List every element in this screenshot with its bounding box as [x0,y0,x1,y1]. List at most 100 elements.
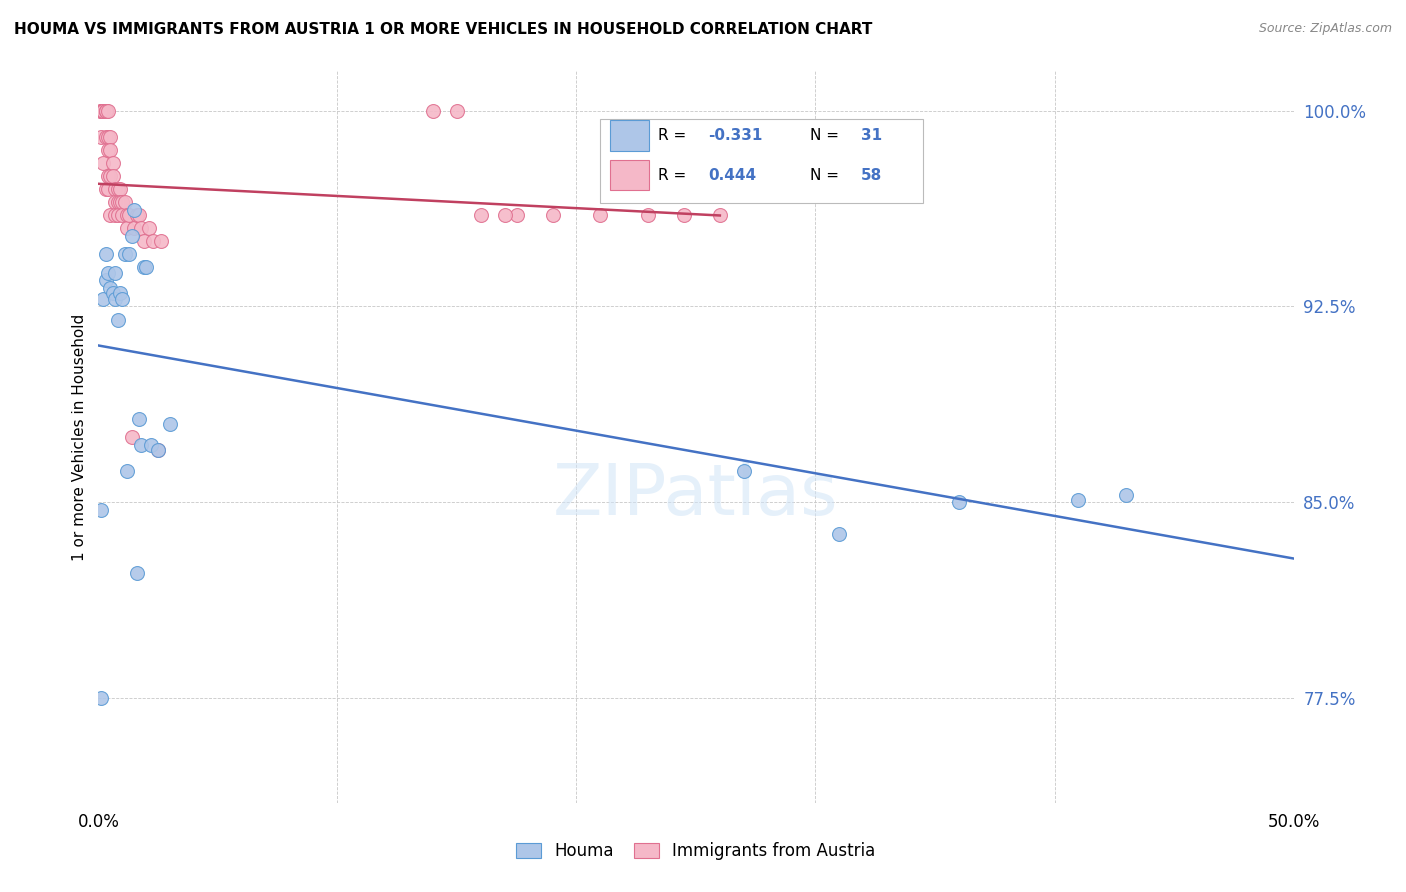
Point [125,208,148,222]
Point [98,143,122,157]
Point [506,208,529,222]
Point [111,208,134,222]
Point [97,143,120,157]
Point [125,566,148,580]
Text: 58: 58 [860,168,882,183]
Text: R =: R = [658,128,690,143]
Point [108,194,131,209]
Point [94,103,117,118]
Point [121,430,143,444]
Point [132,260,155,275]
Text: ZIPatlas: ZIPatlas [553,461,839,530]
Text: HOUMA VS IMMIGRANTS FROM AUSTRIA 1 OR MORE VEHICLES IN HOUSEHOLD CORRELATION CHA: HOUMA VS IMMIGRANTS FROM AUSTRIA 1 OR MO… [14,22,873,37]
Text: N =: N = [810,168,844,183]
Point [115,208,138,222]
FancyBboxPatch shape [610,160,650,190]
Point [828,526,851,541]
Point [90,503,112,517]
Point [1067,492,1090,507]
Point [91,103,114,118]
FancyBboxPatch shape [610,120,650,151]
Point [90,103,112,118]
Point [97,169,120,183]
Point [94,247,117,261]
Point [132,234,155,248]
Point [124,221,146,235]
Point [94,103,117,118]
Point [673,208,696,222]
Point [104,266,127,280]
Point [97,103,120,118]
Point [90,103,112,118]
Point [108,182,131,196]
Point [91,155,114,169]
Text: N =: N = [810,128,844,143]
Point [159,417,181,431]
Point [121,229,143,244]
Point [114,194,136,209]
Point [97,129,120,144]
Point [138,221,160,235]
Point [107,194,129,209]
Point [128,208,150,222]
Text: -0.331: -0.331 [709,128,762,143]
FancyBboxPatch shape [600,119,922,203]
Point [107,182,129,196]
Point [494,208,516,222]
Point [91,292,114,306]
Point [104,292,127,306]
Point [135,260,157,275]
Text: 31: 31 [860,128,882,143]
Point [1115,487,1137,501]
Point [104,182,127,196]
Point [98,281,122,295]
Point [589,208,612,222]
Point [733,464,755,478]
Text: 0.444: 0.444 [709,168,756,183]
Point [124,202,146,217]
Point [98,169,122,183]
Point [107,312,129,326]
Point [101,286,124,301]
Point [91,103,114,118]
Point [94,182,117,196]
Text: R =: R = [658,168,690,183]
Point [97,182,120,196]
Point [115,464,138,478]
Point [98,129,122,144]
Point [422,103,444,118]
Point [148,443,170,458]
Point [114,247,136,261]
Point [128,411,150,425]
Point [148,443,170,458]
Point [101,169,124,183]
Legend: Houma, Immigrants from Austria: Houma, Immigrants from Austria [516,842,876,860]
Point [446,103,468,118]
Point [111,292,134,306]
Point [94,103,117,118]
Point [90,129,112,144]
Point [101,155,124,169]
Point [98,208,122,222]
Point [149,234,172,248]
Point [115,221,138,235]
Point [111,194,134,209]
Point [118,208,141,222]
Y-axis label: 1 or more Vehicles in Household: 1 or more Vehicles in Household [72,313,87,561]
Point [541,208,564,222]
Point [142,234,165,248]
Point [107,208,129,222]
Point [139,438,162,452]
Point [104,194,127,209]
Point [131,438,153,452]
Point [90,103,112,118]
Point [108,286,131,301]
Point [97,266,120,280]
Point [637,208,659,222]
Point [118,247,141,261]
Point [91,103,114,118]
Point [94,129,117,144]
Text: Source: ZipAtlas.com: Source: ZipAtlas.com [1258,22,1392,36]
Point [709,208,731,222]
Point [90,691,112,706]
